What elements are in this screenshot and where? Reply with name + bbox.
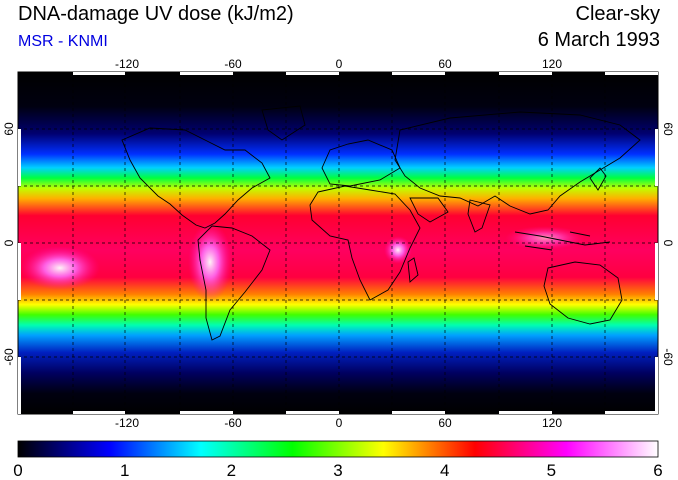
colorbar: 0 1 2 3 4 5 6 bbox=[13, 440, 663, 480]
lat-label-right-2: -60 bbox=[661, 348, 675, 366]
graticule bbox=[18, 72, 658, 414]
lat-labels-right: 60 0 -60 bbox=[661, 122, 675, 366]
arabia-coast bbox=[409, 197, 449, 223]
africa-coast bbox=[309, 185, 421, 301]
pacific-hotspot bbox=[20, 246, 100, 290]
colorbar-label-5: 5 bbox=[547, 461, 556, 480]
colorbar-label-2: 2 bbox=[227, 461, 236, 480]
lat-label-right-0: 60 bbox=[661, 122, 675, 136]
andes-hotspot bbox=[188, 222, 232, 302]
date-label: 6 March 1993 bbox=[537, 29, 660, 51]
map-field bbox=[18, 72, 658, 414]
lon-label-bottom-1: -60 bbox=[224, 416, 242, 430]
colorbar-labels: 0 1 2 3 4 5 6 bbox=[13, 461, 662, 480]
map-frame bbox=[17, 71, 659, 415]
frame-ticks bbox=[18, 72, 658, 414]
colorbar-label-0: 0 bbox=[13, 461, 22, 480]
colorbar-label-3: 3 bbox=[333, 461, 342, 480]
lon-label-top-3: 60 bbox=[438, 57, 452, 71]
colorbar-label-6: 6 bbox=[653, 461, 662, 480]
lat-label-left-1: 0 bbox=[2, 239, 16, 246]
colorbar-scale bbox=[17, 440, 659, 458]
madagascar-coast bbox=[407, 257, 419, 283]
lon-label-bottom-3: 60 bbox=[438, 416, 452, 430]
lon-label-top-1: -60 bbox=[224, 57, 242, 71]
australia-coast bbox=[543, 261, 623, 325]
lon-label-top-0: -120 bbox=[115, 57, 139, 71]
figure-title: DNA-damage UV dose (kJ/m2) bbox=[18, 3, 294, 25]
africa-hotspot bbox=[384, 236, 412, 264]
lon-label-bottom-4: 120 bbox=[542, 416, 562, 430]
north-america-coast bbox=[121, 127, 271, 229]
indonesia-coast bbox=[514, 231, 611, 251]
source-label: MSR - KNMI bbox=[18, 33, 108, 50]
greenland-coast bbox=[261, 105, 306, 141]
colorbar-label-1: 1 bbox=[120, 461, 129, 480]
coastlines bbox=[121, 105, 641, 341]
sky-condition-label: Clear-sky bbox=[575, 3, 660, 25]
lon-label-top-4: 120 bbox=[542, 57, 562, 71]
lon-label-bottom-0: -120 bbox=[115, 416, 139, 430]
asia-coast bbox=[394, 111, 641, 215]
lat-label-left-2: -60 bbox=[2, 348, 16, 366]
lat-labels-left: 60 0 -60 bbox=[2, 122, 16, 366]
lat-label-left-0: 60 bbox=[2, 122, 16, 136]
lon-labels-top: -120 -60 0 60 120 bbox=[115, 57, 562, 71]
indonesia-hotspot bbox=[505, 226, 585, 250]
lon-label-bottom-2: 0 bbox=[336, 416, 343, 430]
lat-label-right-1: 0 bbox=[661, 240, 675, 247]
lon-label-top-2: 0 bbox=[336, 57, 343, 71]
south-america-coast bbox=[197, 225, 271, 341]
india-coast bbox=[467, 199, 491, 233]
colorbar-label-4: 4 bbox=[440, 461, 449, 480]
lon-labels-bottom: -120 -60 0 60 120 bbox=[115, 416, 562, 430]
